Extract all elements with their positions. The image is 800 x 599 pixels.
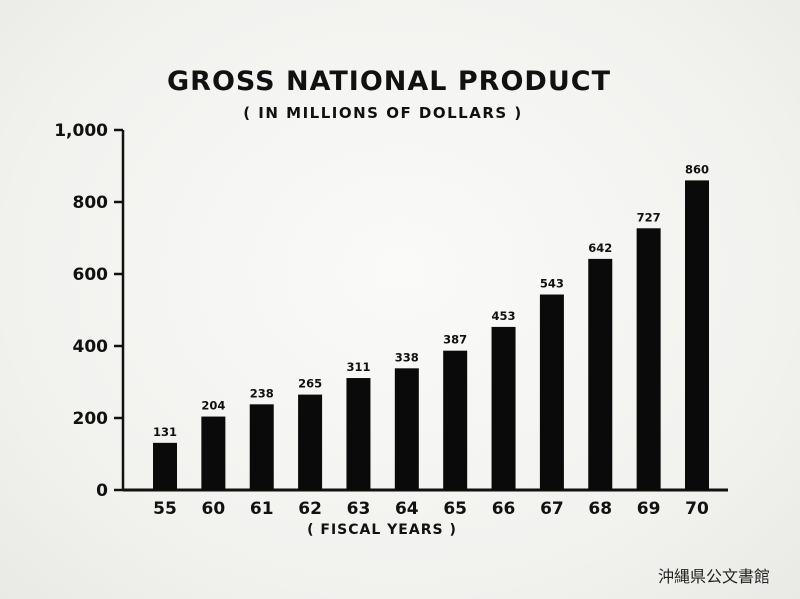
- data-label: 338: [395, 350, 419, 364]
- x-axis-label: ( FISCAL YEARS ): [307, 522, 457, 538]
- x-tick-label: 64: [395, 499, 419, 519]
- data-label: 387: [443, 333, 467, 347]
- data-label: 204: [201, 399, 225, 413]
- data-label: 642: [588, 241, 612, 255]
- x-tick-label: 70: [685, 499, 709, 519]
- y-tick-label: 600: [73, 265, 109, 285]
- x-tick-label: 66: [492, 499, 516, 519]
- data-label: 265: [298, 377, 322, 391]
- y-tick-label: 0: [96, 481, 108, 501]
- bar: [249, 404, 274, 490]
- x-tick-label: 55: [153, 499, 177, 519]
- x-tick-label: 60: [202, 499, 226, 519]
- x-tick-label: 69: [637, 499, 661, 519]
- data-label: 453: [492, 309, 516, 323]
- y-tick-label: 1,000: [54, 121, 108, 141]
- data-label: 238: [250, 386, 274, 400]
- bar: [636, 228, 661, 490]
- bar: [153, 442, 177, 490]
- bar: [394, 368, 419, 490]
- y-tick-label: 800: [73, 193, 109, 213]
- bar: [443, 350, 468, 490]
- x-tick-label: 63: [347, 499, 371, 519]
- x-tick-label: 61: [250, 499, 274, 519]
- x-tick-label: 68: [588, 499, 612, 519]
- bar: [685, 180, 709, 490]
- y-tick-label: 200: [73, 409, 109, 429]
- bar: [201, 416, 226, 490]
- x-tick-label: 62: [298, 499, 322, 519]
- archive-stamp: 沖縄県公文書館: [657, 567, 770, 586]
- data-label: 131: [153, 425, 177, 439]
- x-tick-label: 67: [540, 499, 564, 519]
- data-label: 860: [685, 162, 709, 176]
- x-tick-label: 65: [443, 499, 467, 519]
- y-tick-label: 400: [73, 337, 109, 357]
- chart-title: GROSS NATIONAL PRODUCT: [167, 66, 611, 97]
- bar: [588, 258, 613, 490]
- bar: [346, 378, 371, 490]
- data-label: 311: [346, 360, 370, 374]
- bar: [491, 326, 516, 490]
- data-label: 543: [540, 277, 564, 291]
- data-label: 727: [637, 210, 661, 224]
- chart-subtitle: ( IN MILLIONS OF DOLLARS ): [243, 104, 523, 122]
- bar: [298, 394, 323, 490]
- bar: [539, 294, 564, 490]
